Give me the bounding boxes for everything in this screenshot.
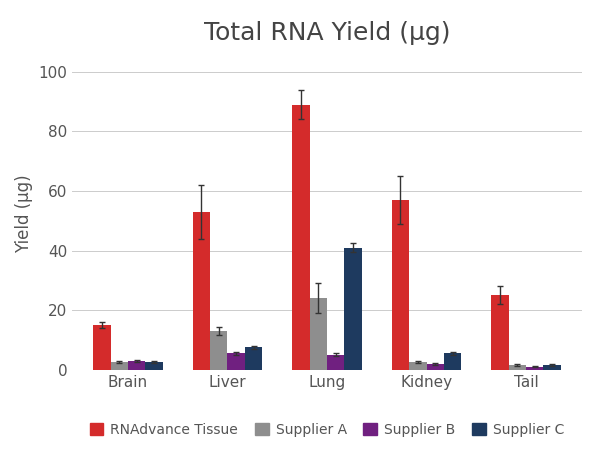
Bar xyxy=(193,212,210,370)
Title: Total RNA Yield (μg): Total RNA Yield (μg) xyxy=(204,21,450,45)
Bar xyxy=(310,298,327,370)
Legend: RNAdvance Tissue, Supplier A, Supplier B, Supplier C: RNAdvance Tissue, Supplier A, Supplier B… xyxy=(84,417,570,442)
Bar xyxy=(93,325,110,370)
Bar xyxy=(145,362,163,370)
Bar xyxy=(110,362,128,370)
Bar xyxy=(292,105,310,370)
Bar xyxy=(444,353,461,370)
Bar xyxy=(491,295,509,370)
Bar xyxy=(227,353,245,370)
Y-axis label: Yield (μg): Yield (μg) xyxy=(15,174,33,253)
Bar xyxy=(245,347,262,370)
Bar xyxy=(509,365,526,370)
Bar xyxy=(392,200,409,370)
Bar xyxy=(128,361,145,370)
Bar xyxy=(327,355,344,370)
Bar xyxy=(409,362,427,370)
Bar xyxy=(210,331,227,370)
Bar xyxy=(526,367,544,370)
Bar xyxy=(427,364,444,370)
Bar xyxy=(544,365,561,370)
Bar xyxy=(344,247,362,370)
